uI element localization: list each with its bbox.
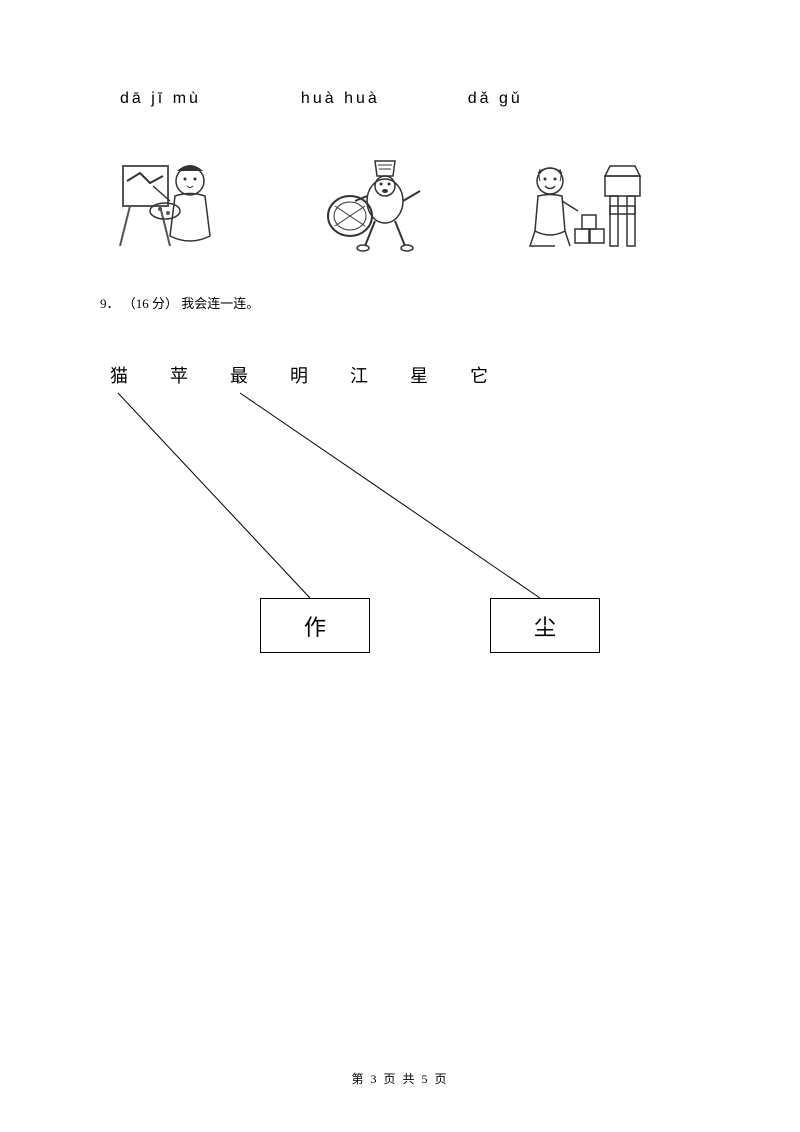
pinyin-group-2: huà huà bbox=[301, 90, 380, 108]
char-item: 苹 bbox=[170, 362, 188, 388]
pinyin-group-1: dā jī mù bbox=[120, 90, 201, 108]
footer-text: 第 3 页 共 5 页 bbox=[351, 1072, 448, 1086]
characters-row: 猫 苹 最 明 江 星 它 bbox=[110, 362, 700, 388]
clipart-blocks bbox=[510, 148, 650, 258]
question-text: 我会连一连。 bbox=[181, 296, 259, 311]
question-line: 9． （16 分） 我会连一连。 bbox=[100, 293, 700, 312]
connect-line-2 bbox=[240, 393, 540, 598]
pinyin-row: dā jī mù huà huà dǎ gǔ bbox=[100, 90, 700, 108]
pinyin-group-3: dǎ gǔ bbox=[468, 90, 523, 108]
clipart-painting bbox=[110, 148, 250, 258]
connect-line-1 bbox=[118, 393, 310, 598]
char-item: 星 bbox=[410, 362, 428, 388]
answer-box-text: 尘 bbox=[534, 610, 556, 642]
answer-box-text: 作 bbox=[304, 610, 326, 642]
page-content: dā jī mù huà huà dǎ gǔ bbox=[0, 0, 800, 668]
question-points: （16 分） bbox=[123, 296, 178, 311]
answer-box-1: 作 bbox=[260, 598, 370, 653]
char-item: 江 bbox=[350, 362, 368, 388]
connection-lines bbox=[100, 388, 700, 668]
page-footer: 第 3 页 共 5 页 bbox=[0, 1070, 800, 1087]
answer-box-2: 尘 bbox=[490, 598, 600, 653]
question-number: 9． bbox=[100, 296, 120, 311]
char-item: 猫 bbox=[110, 362, 128, 388]
char-item: 最 bbox=[230, 362, 248, 388]
char-item: 它 bbox=[470, 362, 488, 388]
images-row bbox=[110, 148, 700, 258]
clipart-drum bbox=[310, 148, 450, 258]
char-item: 明 bbox=[290, 362, 308, 388]
diagram-area: 作 尘 bbox=[100, 388, 700, 668]
